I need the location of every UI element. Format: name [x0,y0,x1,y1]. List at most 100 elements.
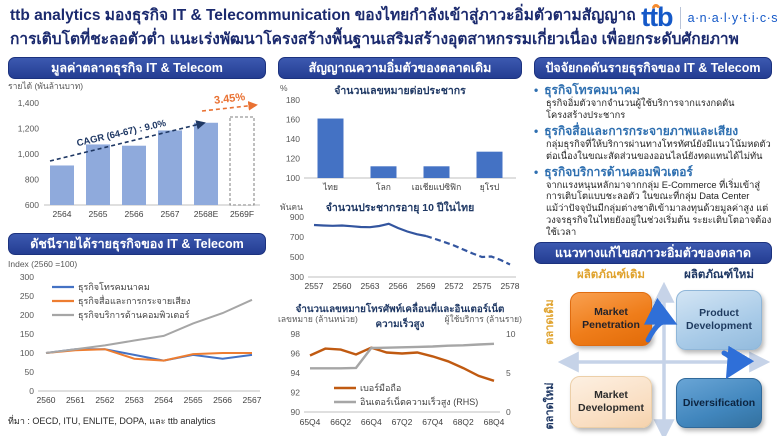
matrix-col-label-existing-products: ผลิตภัณฑ์เดิม [576,269,646,282]
source-note: ที่มา : OECD, ITU, ENLITE, DOPA, และ ttb… [8,416,216,426]
svg-text:67Q4: 67Q4 [422,417,443,427]
panel-header-market-value: มูลค่าตลาดธุรกิจ IT & Telecom [8,57,266,79]
svg-text:2575: 2575 [473,281,492,291]
bullet-body: กลุ่มธุรกิจที่ให้บริการผ่านทางโทรทัศน์ยั… [546,138,771,161]
quadrant-market-development: Market Development [570,376,652,429]
svg-text:66Q4: 66Q4 [361,417,382,427]
svg-text:เบอร์มือถือ: เบอร์มือถือ [360,382,401,393]
svg-text:94: 94 [291,368,301,378]
svg-text:300: 300 [290,272,304,282]
svg-text:10: 10 [506,329,516,339]
svg-text:50: 50 [25,367,35,377]
pressure-factors-list: • ธุรกิจโทรคมนาคม ธุรกิจอิ่มตัวจากจำนวนผู… [534,83,772,239]
panel-header-solutions: แนวทางแก้ไขสภาวะอิ่มตัวของตลาด [534,242,772,265]
list-item: • ธุรกิจสื่อและการกระจายภาพและเสียง กลุ่ม… [534,124,772,163]
svg-text:65Q4: 65Q4 [300,417,321,427]
svg-text:2566: 2566 [213,395,232,405]
ttb-logo-text: ttb [641,2,674,32]
svg-text:2578: 2578 [501,281,520,291]
chart-title-numbers-per-population: จำนวนเลขหมายต่อประชากร [334,85,466,97]
svg-text:68Q2: 68Q2 [453,417,474,427]
svg-text:2569F: 2569F [230,209,254,219]
bullet-heading: ธุรกิจบริการด้านคอมพิวเตอร์ [544,164,693,179]
y-axis-unit-numbers: % [280,83,288,93]
svg-text:0: 0 [506,407,511,417]
svg-text:2566: 2566 [389,281,408,291]
revenue-index-line-chart: 0 50 100 150 200 250 300 2560 2561 2562 2563 2564 25… [20,272,262,405]
svg-text:2567: 2567 [161,209,180,219]
bullet-body: ธุรกิจอิ่มตัวจากจำนวนผู้ใช้บริการจากแรงก… [546,98,735,120]
population-line-chart: 300 500 700 900 2557 2560 2563 2566 2569 2572 2575… [290,212,520,291]
svg-text:2565: 2565 [89,209,108,219]
svg-text:250: 250 [20,291,34,301]
svg-text:68Q4: 68Q4 [484,417,505,427]
svg-text:2563: 2563 [125,395,144,405]
y-axis-unit-population: พันคน [280,202,303,212]
ttb-analytics-logo: ttb a·n·a·l·y·t·i·c·s [635,2,778,32]
page-title-line2: การเติบโตที่ชะลอตัวต่ำ แนะเร่งพัฒนาโครงส… [10,31,739,49]
svg-text:96: 96 [291,349,301,359]
y-axis-unit-right-mobile: ผู้ใช้บริการ (ล้านราย) [444,314,522,324]
svg-text:2561: 2561 [66,395,85,405]
svg-text:150: 150 [20,329,34,339]
bullet-icon: • [534,123,539,138]
svg-text:2568E: 2568E [194,209,219,219]
svg-text:67Q2: 67Q2 [392,417,413,427]
left-column: มูลค่าตลาดธุรกิจ IT & Telecom รายได้ (พั… [8,57,266,428]
matrix-flow-arrows-icon [643,297,755,380]
right-column: ปัจจัยกดดันรายธุรกิจของ IT & Telecom • ธุ… [534,57,772,436]
svg-text:2562: 2562 [95,395,114,405]
market-value-bar-chart: 600 800 1,000 1,200 1,400 2564 2565 2566 2567 256… [18,91,260,219]
svg-text:180: 180 [286,95,300,105]
bullet-icon: • [534,164,539,179]
y-axis-unit-revenue-index: Index (2560 =100) [8,259,78,269]
svg-text:2569: 2569 [417,281,436,291]
svg-text:140: 140 [286,134,300,144]
panel-header-revenue-index: ดัชนีรายได้รายธุรกิจของ IT & Telecom [8,233,266,255]
ansoff-matrix: ผลิตภัณฑ์เดิม ผลิตภัณฑ์ใหม่ ตลาดเดิม ตลา… [534,266,772,436]
y-axis-unit-market-value: รายได้ (พันล้านบาท) [8,81,84,91]
svg-text:500: 500 [290,252,304,262]
svg-text:120: 120 [286,154,300,164]
panel-header-saturation-signals: สัญญาณความอิ่มตัวของตลาดเดิม [278,57,522,79]
mobile-broadband-line-chart: 90 92 94 96 98 0 5 10 65Q4 66Q2 66Q4 67Q2 67Q4 68Q2 68… [291,329,516,427]
chart-title-mobile-broadband: จำนวนเลขหมายโทรศัพท์เคลื่อนที่และอินเตอร… [295,304,505,330]
y-axis-unit-left-mobile: เลขหมาย (ล้านหน่วย) [278,314,358,324]
svg-text:ไทย: ไทย [322,182,338,192]
svg-text:300: 300 [20,272,34,282]
chart-title-population: จำนวนประชากรอายุ 10 ปีในไทย [325,202,475,214]
panel-header-pressure-factors: ปัจจัยกดดันรายธุรกิจของ IT & Telecom [534,57,772,79]
logo-divider [679,6,681,29]
list-item: • ธุรกิจโทรคมนาคม ธุรกิจอิ่มตัวจากจำนวนผู… [534,83,772,122]
svg-text:100: 100 [286,173,300,183]
svg-text:ธุรกิจบริการด้านคอมพิวเตอร์: ธุรกิจบริการด้านคอมพิวเตอร์ [78,309,190,321]
svg-text:160: 160 [286,115,300,125]
svg-text:90: 90 [291,407,301,417]
middle-column: สัญญาณความอิ่มตัวของตลาดเดิม % จำนวนเลขห… [278,57,522,436]
svg-text:1,000: 1,000 [18,149,40,159]
svg-text:เอเชียแปซิฟิก: เอเชียแปซิฟิก [412,182,461,192]
svg-text:2565: 2565 [184,395,203,405]
svg-text:700: 700 [290,232,304,242]
svg-text:3.45%: 3.45% [213,93,246,107]
svg-text:โลก: โลก [376,182,391,192]
analytics-logo-text: a·n·a·l·y·t·i·c·s [687,10,778,25]
svg-text:2560: 2560 [37,395,56,405]
bullet-body: จากแรงหนุนหลักมาจากกลุ่ม E-Commerce ที่เ… [546,179,772,238]
svg-text:92: 92 [291,388,301,398]
svg-text:900: 900 [290,212,304,222]
numbers-per-population-bar-chart: 100 120 140 160 180 ไทย โลก เอเชียแปซิฟิก ยุโรป [286,95,516,193]
svg-text:2557: 2557 [305,281,324,291]
list-item: • ธุรกิจบริการด้านคอมพิวเตอร์ จากแรงหนุนห… [534,165,772,239]
svg-text:2564: 2564 [53,209,72,219]
bullet-heading: ธุรกิจสื่อและการกระจายภาพและเสียง [544,123,739,138]
svg-text:2572: 2572 [445,281,464,291]
svg-text:1,400: 1,400 [18,98,40,108]
svg-text:2563: 2563 [361,281,380,291]
svg-text:0: 0 [29,386,34,396]
svg-text:2564: 2564 [154,395,173,405]
svg-text:100: 100 [20,348,34,358]
svg-text:2566: 2566 [125,209,144,219]
svg-text:5: 5 [506,368,511,378]
